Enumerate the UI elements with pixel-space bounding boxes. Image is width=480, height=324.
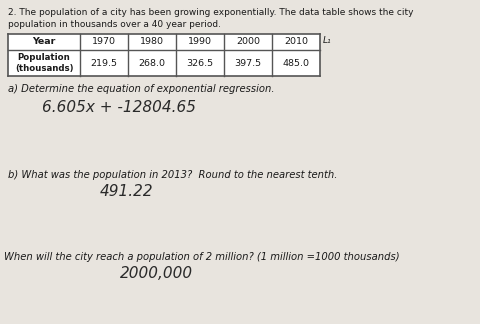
Text: 2000: 2000: [236, 38, 260, 47]
Text: 491.22: 491.22: [100, 184, 154, 199]
Text: When will the city reach a population of 2 million? (1 million =1000 thousands): When will the city reach a population of…: [4, 252, 400, 262]
Text: 326.5: 326.5: [186, 59, 214, 67]
Text: 268.0: 268.0: [139, 59, 166, 67]
Text: 2010: 2010: [284, 38, 308, 47]
Bar: [8, 34, 320, 76]
Text: 2000,000: 2000,000: [120, 266, 193, 281]
Text: Population: Population: [18, 53, 71, 63]
Text: 397.5: 397.5: [234, 59, 262, 67]
Text: b) What was the population in 2013?  Round to the nearest tenth.: b) What was the population in 2013? Roun…: [8, 170, 337, 180]
Text: L₁: L₁: [323, 36, 332, 45]
Text: 2. The population of a city has been growing exponentially. The data table shows: 2. The population of a city has been gro…: [8, 8, 413, 17]
Text: a) Determine the equation of exponential regression.: a) Determine the equation of exponential…: [8, 84, 275, 94]
Text: 1980: 1980: [140, 38, 164, 47]
Text: population in thousands over a 40 year period.: population in thousands over a 40 year p…: [8, 20, 221, 29]
Text: (thousands): (thousands): [15, 64, 73, 73]
Text: 485.0: 485.0: [283, 59, 310, 67]
Text: 219.5: 219.5: [91, 59, 118, 67]
Text: 1970: 1970: [92, 38, 116, 47]
Text: 6.605x + -12804.65: 6.605x + -12804.65: [42, 100, 196, 115]
Text: 1990: 1990: [188, 38, 212, 47]
Text: Year: Year: [32, 38, 56, 47]
